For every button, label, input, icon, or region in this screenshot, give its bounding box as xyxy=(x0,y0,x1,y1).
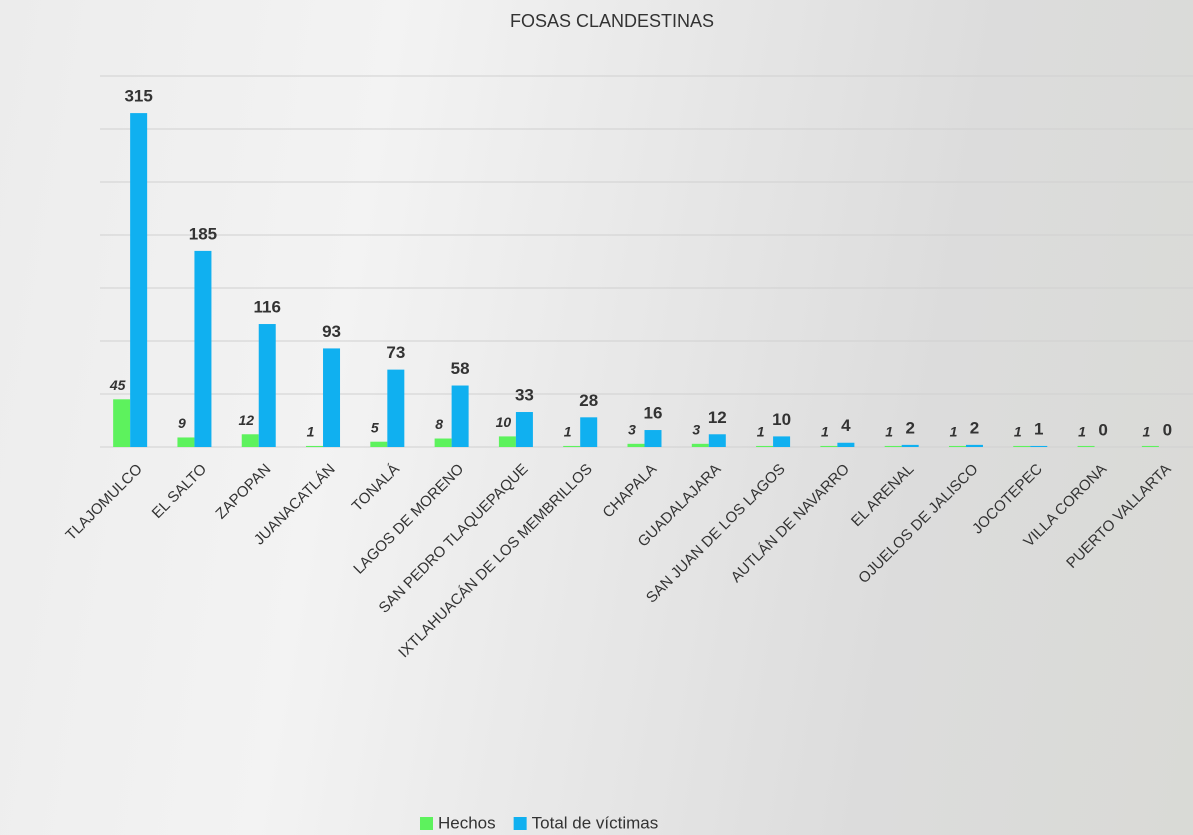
x-tick-label: OJUELOS DE JALISCO xyxy=(855,461,981,587)
bar xyxy=(194,251,211,447)
data-label: 1 xyxy=(950,424,958,440)
x-tick-label: AUTLÁN DE NAVARRO xyxy=(728,461,853,586)
bar xyxy=(628,444,645,447)
data-label: 45 xyxy=(109,377,126,393)
data-label: 2 xyxy=(905,418,914,437)
data-label: 73 xyxy=(386,343,405,362)
legend-label: Total de víctimas xyxy=(532,813,659,832)
data-label: 1 xyxy=(1034,419,1043,438)
bar xyxy=(580,417,597,447)
bar xyxy=(242,434,259,447)
bar xyxy=(837,443,854,447)
x-tick-label: ZAPOPAN xyxy=(212,461,274,523)
bar xyxy=(387,370,404,447)
data-label: 10 xyxy=(496,414,512,430)
data-label: 28 xyxy=(579,391,598,410)
data-label: 315 xyxy=(124,87,152,106)
data-label: 2 xyxy=(970,418,979,437)
data-label: 10 xyxy=(772,410,791,429)
x-tick-label: TLAJOMULCO xyxy=(62,461,145,544)
bar xyxy=(773,436,790,447)
data-label: 1 xyxy=(307,424,315,440)
x-tick-label: EL SALTO xyxy=(149,461,210,522)
data-label: 116 xyxy=(254,298,281,317)
bar xyxy=(902,445,919,447)
bar xyxy=(370,442,387,447)
data-label: 5 xyxy=(371,419,379,435)
x-tick-label: PUERTO VALLARTA xyxy=(1063,461,1174,572)
data-label: 9 xyxy=(178,415,186,431)
bar xyxy=(949,446,966,447)
page: FOSAS CLANDESTINAS 45315TLAJOMULCO9185EL… xyxy=(0,0,1193,835)
data-label: 93 xyxy=(322,322,341,341)
data-label: 1 xyxy=(564,424,572,440)
data-label: 0 xyxy=(1098,420,1107,439)
data-label: 33 xyxy=(515,386,534,405)
legend: Hechos Total de víctimas xyxy=(420,813,658,832)
data-label: 0 xyxy=(1163,420,1172,439)
legend-swatch xyxy=(420,817,433,830)
legend-label: Hechos xyxy=(438,813,496,832)
x-tick-label: CHAPALA xyxy=(599,461,660,522)
data-label: 1 xyxy=(885,424,893,440)
data-label: 58 xyxy=(451,359,470,378)
chart-title: FOSAS CLANDESTINAS xyxy=(510,11,714,31)
bar xyxy=(516,412,533,447)
bar xyxy=(709,434,726,447)
data-label: 1 xyxy=(821,424,829,440)
bar xyxy=(259,324,276,447)
bar xyxy=(645,430,662,447)
x-tick-label: LAGOS DE MORENO xyxy=(350,461,467,578)
bar xyxy=(435,439,452,447)
bar xyxy=(692,444,709,447)
x-tick-label: TONALÁ xyxy=(349,461,403,515)
data-label: 1 xyxy=(1014,424,1022,440)
data-label: 1 xyxy=(1142,424,1150,440)
data-label: 185 xyxy=(189,224,217,243)
bar xyxy=(452,386,469,447)
bar xyxy=(966,445,983,447)
data-label: 1 xyxy=(757,424,765,440)
chart: FOSAS CLANDESTINAS 45315TLAJOMULCO9185EL… xyxy=(0,0,1193,835)
data-label: 4 xyxy=(841,416,851,435)
x-tick-label: EL ARENAL xyxy=(848,461,917,530)
bar xyxy=(177,437,194,447)
bar xyxy=(820,446,837,447)
bar xyxy=(499,436,516,447)
bar xyxy=(1030,446,1047,447)
bar xyxy=(113,399,130,447)
data-label: 12 xyxy=(238,412,254,428)
bar xyxy=(885,446,902,447)
data-label: 3 xyxy=(628,422,636,438)
data-label: 16 xyxy=(644,404,663,423)
bar xyxy=(756,446,773,447)
bar xyxy=(130,113,147,447)
bar xyxy=(563,446,580,447)
legend-swatch xyxy=(514,817,527,830)
bar xyxy=(1013,446,1030,447)
bar xyxy=(306,446,323,447)
data-label: 12 xyxy=(708,408,727,427)
bar xyxy=(323,348,340,447)
bar xyxy=(1142,446,1159,447)
data-label: 8 xyxy=(435,416,443,432)
data-label: 1 xyxy=(1078,424,1086,440)
data-label: 3 xyxy=(692,422,700,438)
bar xyxy=(1078,446,1095,447)
